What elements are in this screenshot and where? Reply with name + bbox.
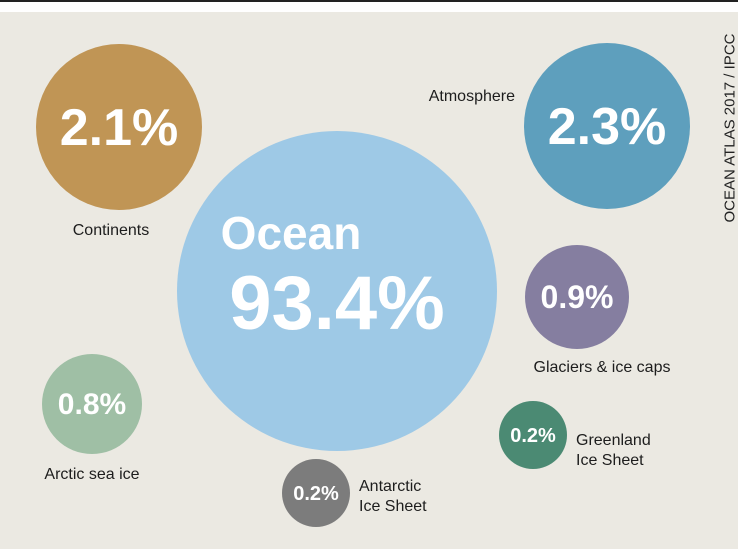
bubble-value-glaciers: 0.9% [541, 279, 614, 315]
bubble-circle-greenland [499, 401, 567, 469]
bubble-value-greenland: 0.2% [510, 425, 556, 447]
bubble-label-line: Glaciers & ice caps [534, 359, 671, 376]
bubble-label-line: Ice Sheet [359, 498, 427, 515]
bubble-label-line: Atmosphere [429, 88, 515, 105]
source-credit: OCEAN ATLAS 2017 / IPCC [721, 33, 738, 223]
bubble-ocean: 93.4%Ocean [177, 131, 497, 451]
top-rule [0, 0, 738, 2]
bubble-circle-continents [36, 44, 202, 210]
bubble-label-line: Greenland [576, 432, 651, 449]
bubble-title-ocean: Ocean [221, 207, 362, 259]
bubble-greenland: 0.2% Greenland Ice Sheet [499, 401, 651, 469]
bubble-circle-atmosphere [524, 43, 690, 209]
bubble-label-arctic: Arctic sea ice [44, 466, 139, 483]
bubble-continents: 2.1% Continents [36, 44, 202, 239]
bubble-label-glaciers: Glaciers & ice caps [534, 359, 671, 376]
bubble-glaciers: 0.9% Glaciers & ice caps [525, 245, 670, 376]
bubble-antarctic: 0.2% Antarctic Ice Sheet [282, 459, 427, 527]
bubble-label-line: Continents [73, 222, 150, 239]
bubble-value-continents: 2.1% [60, 99, 179, 157]
bubble-atmosphere: 2.3% Atmosphere [429, 43, 690, 209]
bubble-circle-ocean [177, 131, 497, 451]
bubble-value-ocean: 93.4% [229, 261, 445, 346]
bubble-label-line: Ice Sheet [576, 452, 644, 469]
bubble-label-greenland: Greenland Ice Sheet [576, 432, 651, 469]
bubble-circle-glaciers [525, 245, 629, 349]
bubble-value-arctic: 0.8% [58, 388, 126, 421]
bubble-circle-arctic [42, 354, 142, 454]
bubble-label-atmosphere: Atmosphere [429, 88, 515, 105]
bubble-value-antarctic: 0.2% [293, 483, 339, 505]
bubble-arctic: 0.8% Arctic sea ice [42, 354, 142, 483]
bubble-label-line: Arctic sea ice [44, 466, 139, 483]
bubble-label-antarctic: Antarctic Ice Sheet [359, 478, 427, 515]
bubble-label-line: Antarctic [359, 478, 421, 495]
bubble-circle-antarctic [282, 459, 350, 527]
bubble-value-atmosphere: 2.3% [548, 98, 667, 156]
bubble-label-continents: Continents [73, 222, 150, 239]
